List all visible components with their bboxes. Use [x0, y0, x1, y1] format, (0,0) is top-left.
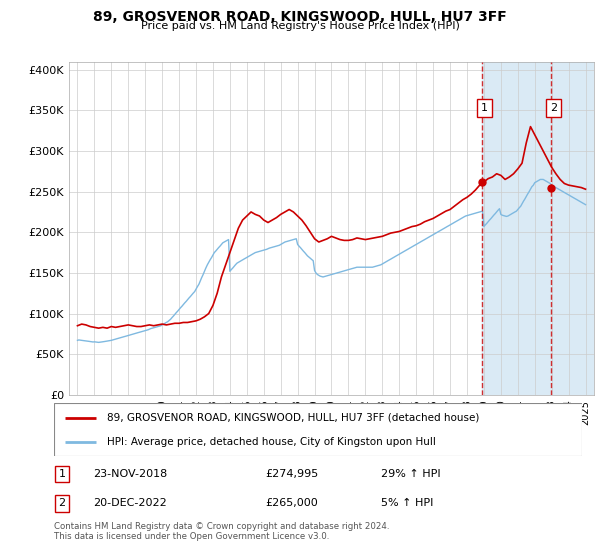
Text: £265,000: £265,000	[265, 498, 318, 508]
Text: 20-DEC-2022: 20-DEC-2022	[94, 498, 167, 508]
Text: Contains HM Land Registry data © Crown copyright and database right 2024.
This d: Contains HM Land Registry data © Crown c…	[54, 522, 389, 542]
Text: 23-NOV-2018: 23-NOV-2018	[94, 469, 168, 479]
Bar	[482, 62, 594, 395]
Text: HPI: Average price, detached house, City of Kingston upon Hull: HPI: Average price, detached house, City…	[107, 437, 436, 447]
Text: 1: 1	[481, 103, 488, 113]
Text: 5% ↑ HPI: 5% ↑ HPI	[382, 498, 434, 508]
Text: 89, GROSVENOR ROAD, KINGSWOOD, HULL, HU7 3FF: 89, GROSVENOR ROAD, KINGSWOOD, HULL, HU7…	[93, 10, 507, 24]
Text: £274,995: £274,995	[265, 469, 319, 479]
Text: 89, GROSVENOR ROAD, KINGSWOOD, HULL, HU7 3FF (detached house): 89, GROSVENOR ROAD, KINGSWOOD, HULL, HU7…	[107, 413, 479, 423]
Text: 29% ↑ HPI: 29% ↑ HPI	[382, 469, 441, 479]
Text: 2: 2	[58, 498, 65, 508]
Text: 1: 1	[58, 469, 65, 479]
Text: 2: 2	[550, 103, 557, 113]
Text: Price paid vs. HM Land Registry's House Price Index (HPI): Price paid vs. HM Land Registry's House …	[140, 21, 460, 31]
